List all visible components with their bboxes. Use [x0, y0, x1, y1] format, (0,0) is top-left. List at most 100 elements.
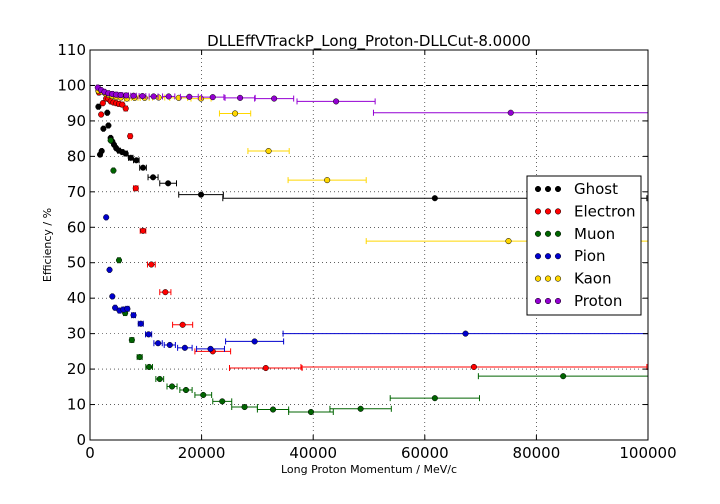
data-point — [197, 95, 205, 102]
data-point — [117, 91, 124, 99]
data-point — [470, 363, 477, 371]
data-point — [271, 95, 278, 102]
x-tick-label: 60000 — [401, 444, 449, 462]
data-point — [95, 103, 102, 110]
legend-label: Electron — [574, 202, 636, 220]
data-point — [307, 408, 315, 416]
y-tick-label: 100 — [57, 76, 86, 94]
data-point — [103, 214, 110, 221]
legend-marker — [554, 297, 562, 305]
y-tick-label: 30 — [67, 325, 86, 343]
data-point — [148, 261, 155, 268]
series-muon — [107, 137, 649, 416]
x-tick-label: 100000 — [619, 444, 676, 462]
y-tick-label: 90 — [67, 112, 86, 130]
data-point — [431, 195, 438, 202]
data-point — [98, 111, 105, 118]
y-tick-label: 60 — [67, 218, 86, 236]
data-point — [132, 185, 139, 192]
data-point — [560, 373, 567, 380]
data-point — [219, 398, 226, 405]
y-tick-label: 110 — [57, 41, 86, 59]
data-point — [166, 341, 173, 349]
plot-frame — [89, 49, 649, 441]
data-point — [146, 363, 153, 371]
data-point — [333, 98, 340, 105]
data-point — [265, 147, 272, 155]
data-point — [162, 289, 169, 296]
data-point — [150, 93, 157, 100]
legend-label: Ghost — [574, 180, 618, 198]
legend-marker — [544, 275, 552, 282]
data-point — [431, 395, 438, 402]
legend-label: Muon — [574, 225, 615, 243]
data-point — [269, 406, 277, 413]
legend-marker — [534, 253, 542, 260]
data-point — [251, 338, 258, 345]
legend-marker — [544, 185, 552, 193]
legend-marker — [534, 230, 542, 237]
legend-marker — [534, 297, 542, 305]
legend-marker — [554, 185, 562, 193]
data-point — [133, 157, 140, 164]
data-point — [182, 386, 190, 394]
data-point — [262, 364, 269, 372]
legend: Ghost Electron Muon Pion Kaon Proton — [526, 175, 642, 316]
legend-label: Proton — [574, 292, 622, 310]
legend-marker — [544, 297, 552, 305]
legend-marker — [544, 253, 552, 260]
y-tick-label: 40 — [67, 289, 86, 307]
y-axis-label: Efficiency / % — [41, 208, 54, 282]
data-point — [165, 93, 172, 100]
data-point — [109, 293, 116, 300]
data-point — [106, 266, 113, 273]
data-point — [139, 93, 146, 100]
y-tick-label: 50 — [67, 254, 86, 272]
legend-marker — [554, 230, 562, 237]
legend-marker — [544, 208, 552, 215]
data-point — [207, 345, 214, 352]
data-point — [127, 154, 134, 161]
series-pion — [103, 214, 649, 352]
data-point — [127, 133, 134, 140]
legend-box — [526, 175, 642, 316]
data-point — [505, 238, 512, 245]
data-point — [104, 109, 111, 116]
data-point — [241, 403, 248, 411]
data-point — [100, 125, 107, 132]
data-point — [136, 353, 143, 361]
legend-label: Kaon — [574, 270, 611, 288]
data-point — [155, 94, 162, 101]
data-point — [124, 305, 131, 312]
y-tick-label: 80 — [67, 147, 86, 165]
data-point — [237, 94, 244, 101]
y-tick-label: 70 — [67, 183, 86, 201]
data-point — [150, 174, 157, 181]
data-point — [99, 100, 106, 107]
data-point — [165, 180, 172, 187]
series-proton — [94, 84, 649, 116]
x-axis-label: Long Proton Momentum / MeV/c — [281, 463, 457, 476]
data-point — [122, 105, 129, 112]
data-point — [232, 110, 239, 117]
data-point — [156, 375, 163, 383]
data-point — [137, 320, 144, 327]
data-point — [209, 94, 216, 101]
data-point — [155, 340, 162, 347]
legend-marker — [554, 253, 562, 260]
legend-label: Pion — [574, 247, 606, 265]
x-tick-label: 0 — [85, 444, 95, 462]
data-point — [130, 312, 137, 319]
legend-marker — [554, 275, 562, 282]
data-point — [115, 257, 123, 264]
data-point — [145, 331, 152, 338]
data-point — [200, 391, 207, 399]
axis-ticks: 0 20000 40000 60000 80000 100000 0 10 20 30 40 50 60… — [57, 41, 676, 462]
y-tick-label: 20 — [67, 360, 86, 378]
legend-marker — [534, 275, 542, 282]
y-tick-label: 10 — [67, 396, 86, 414]
data-point — [130, 92, 137, 99]
data-point — [181, 344, 188, 351]
data-point — [507, 109, 514, 116]
